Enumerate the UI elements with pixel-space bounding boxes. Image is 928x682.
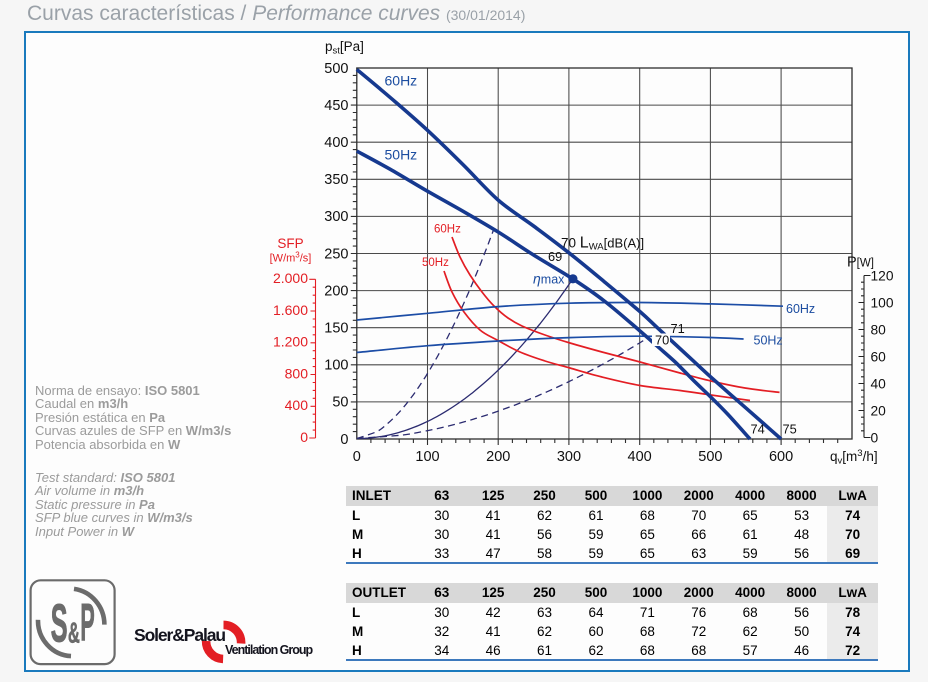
svg-text:100: 100 — [415, 449, 439, 465]
svg-text:50Hz: 50Hz — [754, 334, 783, 348]
svg-text:50: 50 — [332, 395, 348, 411]
svg-text:71: 71 — [671, 321, 685, 336]
svg-text:600: 600 — [769, 449, 793, 465]
svg-text:50Hz: 50Hz — [422, 257, 449, 269]
svg-text:500: 500 — [324, 61, 348, 77]
svg-text:50Hz: 50Hz — [385, 147, 418, 163]
svg-text:400: 400 — [628, 449, 652, 465]
svg-text:SFP: SFP — [277, 236, 303, 251]
svg-text:80: 80 — [871, 322, 887, 337]
svg-text:200: 200 — [486, 449, 510, 465]
svg-text:2.000: 2.000 — [273, 270, 308, 286]
svg-text:0: 0 — [300, 429, 308, 445]
svg-text:40: 40 — [871, 376, 887, 391]
svg-text:70 LWA[dB(A)]: 70 LWA[dB(A)] — [561, 235, 644, 253]
svg-text:&: & — [68, 618, 80, 650]
svg-text:qv[m3/h]: qv[m3/h] — [830, 448, 878, 467]
svg-text:100: 100 — [871, 295, 894, 310]
svg-text:ηmax: ηmax — [533, 271, 565, 287]
svg-text:74: 74 — [751, 422, 765, 437]
svg-text:250: 250 — [324, 246, 348, 262]
svg-text:350: 350 — [324, 172, 348, 188]
svg-text:300: 300 — [557, 449, 581, 465]
svg-text:60Hz: 60Hz — [786, 302, 815, 316]
svg-text:800: 800 — [285, 365, 309, 381]
svg-text:60: 60 — [871, 349, 887, 364]
svg-text:P[W]: P[W] — [847, 255, 874, 271]
svg-text:75: 75 — [783, 422, 797, 437]
svg-text:450: 450 — [324, 98, 348, 114]
svg-text:69: 69 — [548, 249, 562, 264]
svg-text:[W/m3/s]: [W/m3/s] — [270, 251, 312, 265]
svg-text:70: 70 — [655, 333, 669, 348]
svg-text:1.600: 1.600 — [273, 302, 308, 318]
svg-text:0: 0 — [340, 432, 348, 448]
svg-text:P: P — [80, 594, 95, 653]
svg-text:400: 400 — [285, 397, 309, 413]
svg-text:400: 400 — [324, 135, 348, 151]
svg-text:pst[Pa]: pst[Pa] — [325, 39, 364, 57]
svg-text:150: 150 — [324, 321, 348, 337]
svg-text:60Hz: 60Hz — [434, 224, 461, 236]
svg-text:20: 20 — [871, 403, 887, 418]
svg-text:0: 0 — [353, 449, 361, 465]
svg-text:0: 0 — [871, 430, 879, 445]
svg-text:100: 100 — [324, 358, 348, 374]
svg-text:S: S — [51, 594, 68, 654]
svg-text:120: 120 — [871, 268, 894, 283]
svg-text:200: 200 — [324, 283, 348, 299]
svg-text:60Hz: 60Hz — [385, 73, 418, 89]
svg-text:500: 500 — [698, 449, 722, 465]
svg-text:1.200: 1.200 — [273, 334, 308, 350]
svg-text:300: 300 — [324, 209, 348, 225]
